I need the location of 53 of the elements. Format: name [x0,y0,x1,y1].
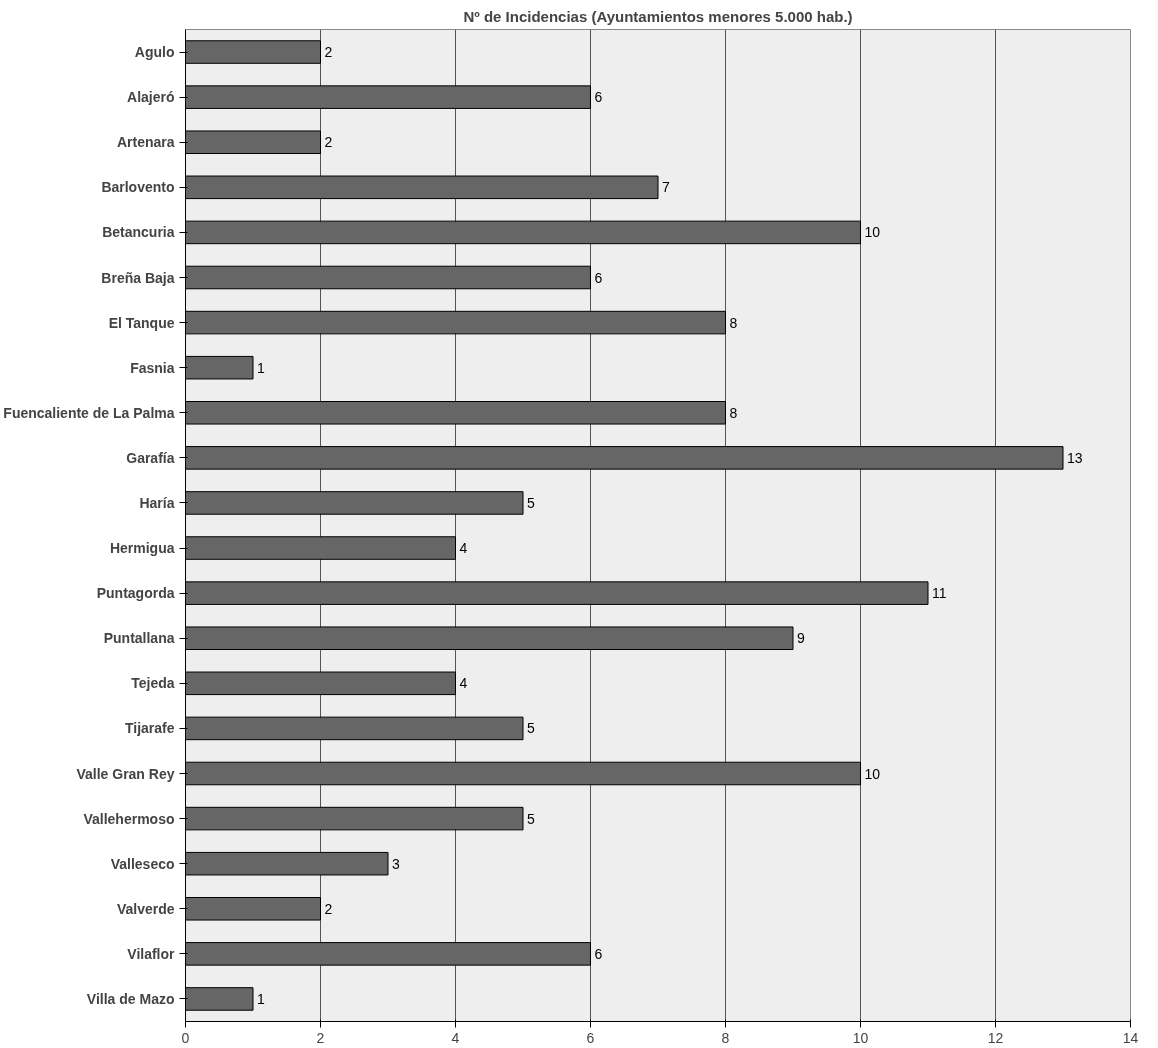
data-label: 5 [527,494,535,511]
y-tick-label: Puntagorda [96,585,175,602]
data-label: 4 [459,540,468,557]
data-label: 2 [324,134,333,151]
data-label: 5 [527,720,535,737]
y-tick-label: Valle Gran Rey [76,765,175,782]
data-label: 9 [797,630,805,647]
y-tick-label: Barlovento [101,179,175,196]
y-tick-label: El Tanque [108,314,175,331]
data-label: 5 [527,810,535,827]
y-tick-label: Vilaflor [127,945,176,962]
y-tick-label: Agulo [134,44,175,61]
x-tick-label: 0 [181,1029,190,1046]
y-tick-label: Villa de Mazo [86,990,175,1007]
x-tick-label: 8 [721,1029,730,1046]
data-label: 13 [1067,449,1083,466]
data-label: 1 [257,359,265,376]
data-label: 6 [594,945,603,962]
data-label: 1 [257,990,265,1007]
chart-title: Nº de Incidencias (Ayuntamientos menores 5.000 hab.) [463,7,853,25]
data-label: 4 [459,675,468,692]
x-tick-label: 2 [316,1029,325,1046]
data-label: 8 [729,404,738,421]
data-label: 6 [594,89,603,106]
data-label: 10 [864,224,881,241]
x-tick-label: 10 [852,1029,869,1046]
y-tick-label: Alajeró [127,89,175,106]
data-label: 11 [932,585,947,602]
data-label: 8 [729,314,738,331]
y-tick-label: Fasnia [130,359,175,376]
data-label: 3 [392,855,400,872]
y-tick-label: Garafía [126,449,175,466]
y-tick-label: Fuencaliente de La Palma [3,404,175,421]
data-label: 2 [324,900,333,917]
y-tick-label: Valverde [116,900,175,917]
x-tick-label: 14 [1122,1029,1139,1046]
y-tick-label: Betancuria [102,224,175,241]
data-label: 2 [324,44,333,61]
data-label: 10 [864,765,881,782]
y-tick-label: Vallehermoso [83,810,175,827]
x-tick-label: 12 [987,1029,1004,1046]
y-tick-label: Breña Baja [101,269,175,286]
x-tick-label: 4 [451,1029,460,1046]
y-tick-label: Artenara [116,134,175,151]
y-tick-label: Haría [139,494,175,511]
y-tick-label: Hermigua [109,540,175,557]
y-tick-label: Valleseco [110,855,175,872]
data-label: 7 [662,179,670,196]
y-tick-label: Puntallana [103,630,175,647]
y-tick-label: Tijarafe [124,720,175,737]
data-label: 6 [594,269,603,286]
x-tick-label: 6 [586,1029,595,1046]
y-tick-label: Tejeda [131,675,175,692]
